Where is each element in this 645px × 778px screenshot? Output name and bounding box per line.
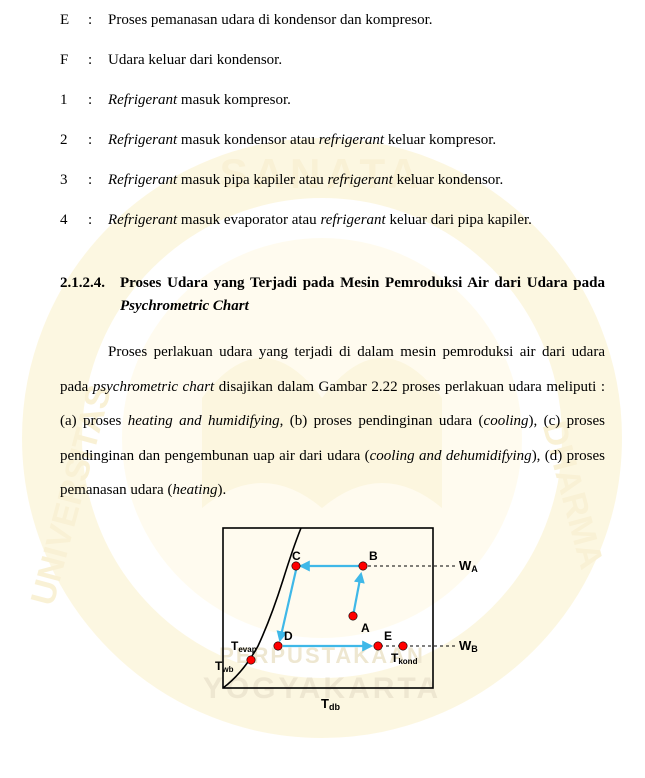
def-key: 4 (60, 208, 88, 232)
definition-row: 4 : Refrigerant masuk evaporator atau re… (60, 208, 605, 232)
body-paragraph: Proses perlakuan udara yang terjadi di d… (60, 335, 605, 508)
def-colon: : (88, 168, 108, 192)
section-title: Proses Udara yang Terjadi pada Mesin Pem… (120, 272, 605, 317)
psychrometric-chart: A B C D E WA WB Tevap Tkond Twb Tdb (183, 518, 483, 723)
def-colon: : (88, 88, 108, 112)
def-colon: : (88, 48, 108, 72)
def-colon: : (88, 128, 108, 152)
definition-row: E : Proses pemanasan udara di kondensor … (60, 8, 605, 32)
svg-text:B: B (369, 549, 378, 563)
section-heading: 2.1.2.4. Proses Udara yang Terjadi pada … (60, 272, 605, 317)
svg-text:WB: WB (459, 638, 478, 654)
svg-text:Tdb: Tdb (321, 696, 340, 712)
svg-text:Tevap: Tevap (231, 639, 257, 654)
definition-row: 3 : Refrigerant masuk pipa kapiler atau … (60, 168, 605, 192)
def-key: 2 (60, 128, 88, 152)
def-value: Refrigerant masuk pipa kapiler atau refr… (108, 168, 605, 192)
svg-text:Tkond: Tkond (391, 651, 418, 666)
def-colon: : (88, 208, 108, 232)
def-key: 3 (60, 168, 88, 192)
chart-svg: A B C D E WA WB Tevap Tkond Twb Tdb (183, 518, 483, 718)
def-value: Udara keluar dari kondensor. (108, 48, 605, 72)
svg-text:D: D (284, 629, 293, 643)
svg-text:C: C (292, 549, 301, 563)
page-content: E : Proses pemanasan udara di kondensor … (0, 8, 645, 723)
def-value: Refrigerant masuk kondensor atau refrige… (108, 128, 605, 152)
svg-text:Twb: Twb (215, 659, 234, 674)
definition-row: F : Udara keluar dari kondensor. (60, 48, 605, 72)
def-value: Proses pemanasan udara di kondensor dan … (108, 8, 605, 32)
def-key: F (60, 48, 88, 72)
definition-row: 1 : Refrigerant masuk kompresor. (60, 88, 605, 112)
svg-text:A: A (361, 621, 370, 635)
def-key: E (60, 8, 88, 32)
def-colon: : (88, 8, 108, 32)
section-number: 2.1.2.4. (60, 272, 120, 317)
svg-text:E: E (384, 629, 392, 643)
def-value: Refrigerant masuk kompresor. (108, 88, 605, 112)
svg-text:WA: WA (459, 558, 478, 574)
definition-row: 2 : Refrigerant masuk kondensor atau ref… (60, 128, 605, 152)
def-key: 1 (60, 88, 88, 112)
def-value: Refrigerant masuk evaporator atau refrig… (108, 208, 605, 232)
